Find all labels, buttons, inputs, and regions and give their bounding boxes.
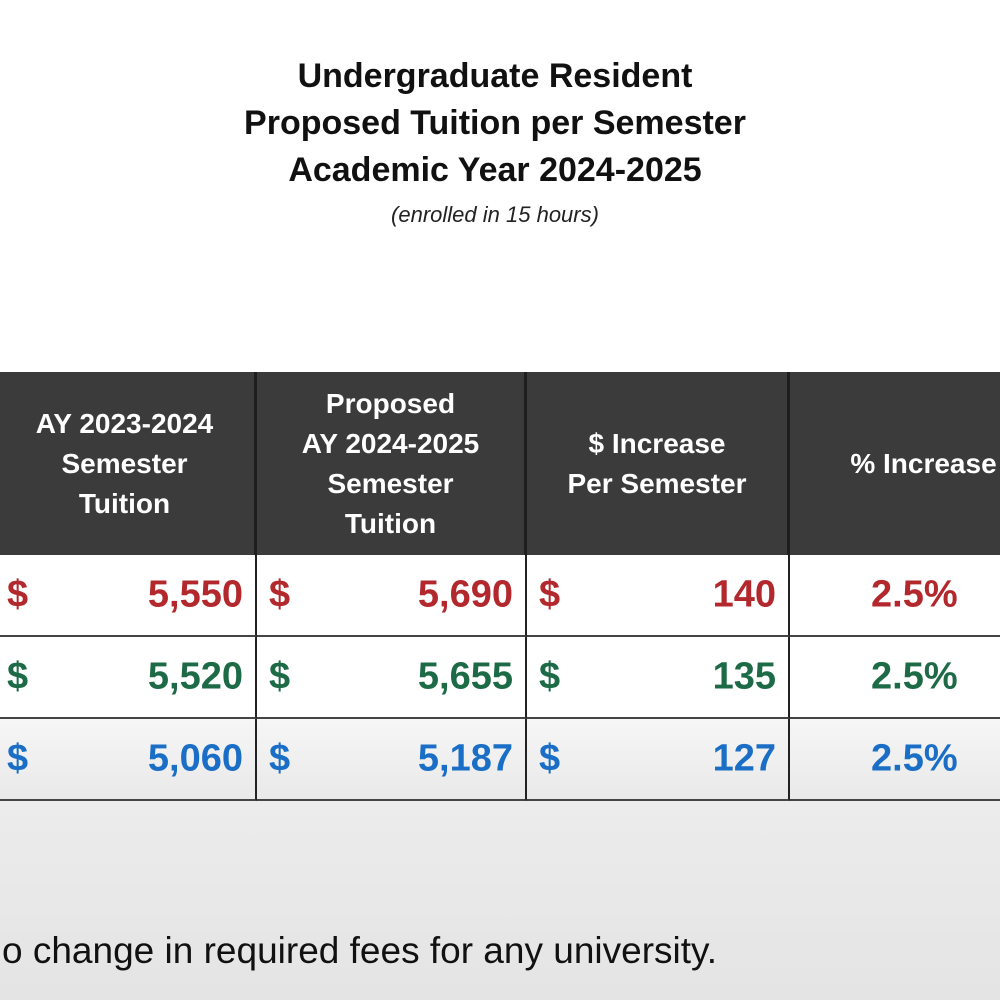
title-line: Proposed Tuition per Semester bbox=[244, 104, 746, 142]
header-line: Tuition bbox=[344, 507, 437, 539]
table-cell: 2.5% bbox=[790, 637, 1000, 719]
amount: 135 bbox=[712, 655, 776, 698]
header-line: AY 2023-2024 bbox=[35, 407, 214, 439]
amount: 5,060 bbox=[147, 737, 243, 780]
table-cell: $5,520 bbox=[0, 637, 257, 719]
amount: 140 bbox=[712, 573, 776, 616]
percent: 2.5% bbox=[871, 737, 958, 780]
table-cell: 2.5% bbox=[790, 719, 1000, 801]
title-line: Undergraduate Resident bbox=[297, 57, 693, 95]
header-cell: % Increase bbox=[790, 372, 1000, 555]
table-cell: $5,655 bbox=[257, 637, 527, 719]
percent: 2.5% bbox=[871, 573, 958, 616]
header-line: $ Increase bbox=[588, 427, 726, 459]
amount: 5,520 bbox=[147, 655, 243, 698]
header-line: AY 2024-2025 bbox=[301, 427, 480, 459]
currency-sign: $ bbox=[269, 573, 291, 616]
currency-sign: $ bbox=[269, 737, 291, 780]
currency-sign: $ bbox=[539, 573, 561, 616]
amount: 127 bbox=[712, 737, 776, 780]
currency-sign: $ bbox=[7, 655, 29, 698]
header-line: Proposed bbox=[325, 387, 456, 419]
header-cell: $ Increase Per Semester bbox=[527, 372, 790, 555]
header-line: Semester bbox=[61, 447, 188, 479]
amount: 5,655 bbox=[417, 655, 513, 698]
table-cell: $5,060 bbox=[0, 719, 257, 801]
amount: 5,690 bbox=[417, 573, 513, 616]
table-cell: $5,690 bbox=[257, 555, 527, 637]
title-line: Academic Year 2024-2025 bbox=[288, 151, 702, 189]
table-cell: $5,550 bbox=[0, 555, 257, 637]
table-cell: 2.5% bbox=[790, 555, 1000, 637]
header-line: Per Semester bbox=[567, 467, 747, 499]
currency-sign: $ bbox=[7, 737, 29, 780]
amount: 5,550 bbox=[147, 573, 243, 616]
header-line: % Increase bbox=[850, 447, 997, 479]
table-cell: $5,187 bbox=[257, 719, 527, 801]
header-cell: AY 2023-2024 Semester Tuition bbox=[0, 372, 257, 555]
currency-sign: $ bbox=[269, 655, 291, 698]
currency-sign: $ bbox=[539, 655, 561, 698]
currency-sign: $ bbox=[539, 737, 561, 780]
currency-sign: $ bbox=[7, 573, 29, 616]
table-cell: $135 bbox=[527, 637, 790, 719]
amount: 5,187 bbox=[417, 737, 513, 780]
header-line: Semester bbox=[327, 467, 454, 499]
header-line: Tuition bbox=[78, 487, 171, 519]
footnote: o change in required fees for any univer… bbox=[2, 930, 718, 971]
table-cell: $140 bbox=[527, 555, 790, 637]
subtitle: (enrolled in 15 hours) bbox=[391, 202, 599, 227]
table-cell: $127 bbox=[527, 719, 790, 801]
header-cell: Proposed AY 2024-2025 Semester Tuition bbox=[257, 372, 527, 555]
percent: 2.5% bbox=[871, 655, 958, 698]
